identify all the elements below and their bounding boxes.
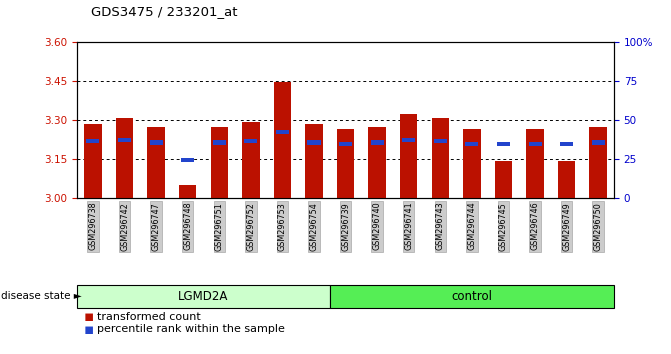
Text: GSM296752: GSM296752 bbox=[246, 202, 256, 251]
Text: GSM296746: GSM296746 bbox=[531, 202, 539, 250]
Text: GSM296739: GSM296739 bbox=[341, 202, 350, 251]
Bar bbox=[400, 114, 417, 198]
Bar bbox=[497, 142, 510, 146]
Text: GSM296753: GSM296753 bbox=[278, 202, 287, 251]
Bar bbox=[211, 127, 228, 198]
Text: GSM296748: GSM296748 bbox=[183, 202, 192, 250]
Bar bbox=[118, 138, 131, 142]
Text: ▪: ▪ bbox=[84, 322, 94, 337]
Text: GSM296742: GSM296742 bbox=[120, 202, 129, 251]
Text: GSM296741: GSM296741 bbox=[404, 202, 413, 250]
Text: GSM296751: GSM296751 bbox=[215, 202, 223, 251]
Bar bbox=[179, 185, 197, 198]
Bar bbox=[87, 139, 99, 143]
Text: ▪: ▪ bbox=[84, 309, 94, 324]
Text: GSM296750: GSM296750 bbox=[594, 202, 603, 251]
Text: transformed count: transformed count bbox=[97, 312, 201, 322]
Text: GSM296743: GSM296743 bbox=[435, 202, 445, 250]
Bar bbox=[274, 82, 291, 198]
Bar bbox=[181, 158, 194, 162]
Bar bbox=[305, 124, 323, 198]
Bar bbox=[337, 130, 354, 198]
Bar bbox=[370, 140, 384, 144]
Bar bbox=[560, 142, 573, 146]
Bar bbox=[85, 124, 101, 198]
Bar bbox=[433, 139, 447, 143]
Bar bbox=[466, 142, 478, 146]
Bar bbox=[368, 127, 386, 198]
Bar bbox=[339, 142, 352, 146]
Bar bbox=[150, 140, 162, 144]
Bar bbox=[213, 140, 225, 144]
Bar bbox=[526, 130, 544, 198]
Text: GSM296740: GSM296740 bbox=[372, 202, 382, 250]
Bar bbox=[244, 139, 258, 143]
Bar bbox=[495, 161, 512, 198]
Bar bbox=[116, 118, 134, 198]
Bar bbox=[463, 130, 480, 198]
Text: GDS3475 / 233201_at: GDS3475 / 233201_at bbox=[91, 5, 237, 18]
Bar bbox=[402, 138, 415, 142]
Text: LGMD2A: LGMD2A bbox=[178, 290, 229, 303]
Text: GSM296744: GSM296744 bbox=[468, 202, 476, 250]
Text: GSM296745: GSM296745 bbox=[499, 202, 508, 251]
Bar bbox=[242, 122, 260, 198]
Text: GSM296749: GSM296749 bbox=[562, 202, 571, 251]
Bar bbox=[592, 140, 605, 144]
Bar bbox=[276, 130, 289, 134]
Text: GSM296747: GSM296747 bbox=[152, 202, 160, 251]
Bar bbox=[590, 127, 607, 198]
Text: GSM296738: GSM296738 bbox=[89, 202, 97, 250]
Bar bbox=[148, 127, 165, 198]
Text: disease state ►: disease state ► bbox=[1, 291, 81, 302]
Bar bbox=[307, 140, 321, 144]
Text: percentile rank within the sample: percentile rank within the sample bbox=[97, 324, 285, 334]
Bar bbox=[558, 161, 575, 198]
Text: GSM296754: GSM296754 bbox=[309, 202, 319, 251]
Text: control: control bbox=[452, 290, 493, 303]
Bar bbox=[431, 118, 449, 198]
Bar bbox=[529, 142, 541, 146]
